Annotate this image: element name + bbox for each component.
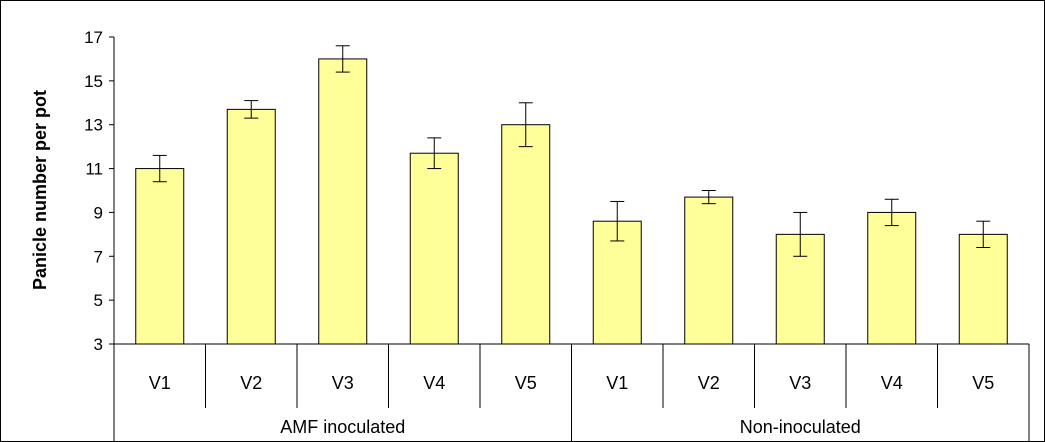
x-category-label: V1 (606, 373, 628, 393)
y-tick-label: 13 (84, 116, 103, 135)
y-tick-label: 5 (94, 291, 103, 310)
y-tick-label: 11 (85, 160, 103, 179)
y-tick-label: 3 (94, 335, 103, 354)
bar (592, 220, 642, 345)
bar (958, 233, 1008, 345)
x-category-label: V2 (698, 373, 720, 393)
y-axis-label: Panicle number per pot (30, 90, 50, 290)
x-category-label: V3 (789, 373, 811, 393)
x-category-label: V5 (515, 373, 537, 393)
bars (135, 58, 1008, 345)
y-tick-label: 17 (84, 28, 103, 47)
error-bars (152, 45, 991, 257)
y-tick-label: 7 (94, 247, 103, 266)
x-category-label: V5 (972, 373, 994, 393)
bar (867, 211, 917, 345)
y-tick-label: 9 (94, 203, 103, 222)
bar (501, 124, 551, 345)
x-category-label: V2 (240, 373, 262, 393)
bar (684, 196, 734, 345)
x-category-label: V1 (149, 373, 171, 393)
y-tick-label: 15 (84, 72, 103, 91)
x-group-label: AMF inoculated (280, 417, 405, 437)
x-category-label: V4 (881, 373, 903, 393)
y-axis: 3 5 7 9 11 13 15 17 (84, 28, 115, 354)
x-category-label: V4 (423, 373, 445, 393)
bar (135, 168, 185, 345)
x-group-label: Non-inoculated (740, 417, 861, 437)
x-axis: V1 V2 V3 V4 V5 V1 V2 V3 V4 V5 AMF inoculated Non-in… (113, 343, 1030, 442)
bar (318, 58, 368, 345)
x-category-label: V3 (332, 373, 354, 393)
bar (409, 152, 459, 345)
bar (226, 108, 276, 345)
